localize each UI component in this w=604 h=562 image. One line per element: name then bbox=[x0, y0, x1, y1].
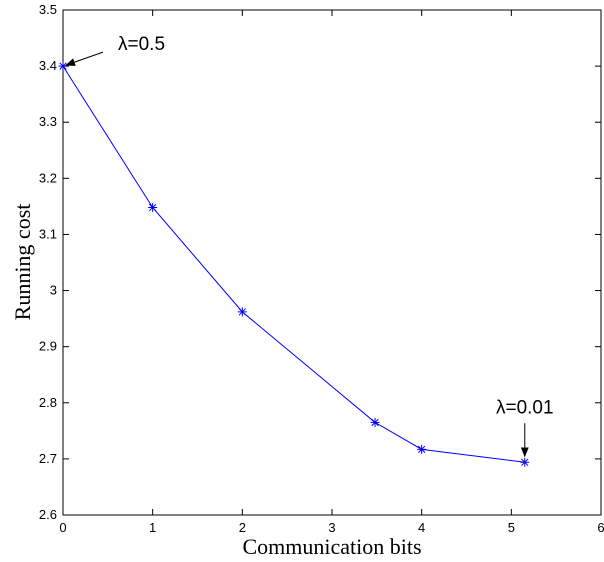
annotation-layer: λ=0.5 λ=0.01 bbox=[65, 34, 554, 458]
y-tick-label: 3.4 bbox=[39, 58, 57, 73]
x-axis-ticks: 0 1 2 3 4 5 6 bbox=[59, 10, 604, 535]
series-layer bbox=[58, 61, 530, 467]
x-tick-label: 0 bbox=[59, 520, 66, 535]
y-tick-label: 3 bbox=[50, 283, 57, 298]
x-axis-title: Communication bits bbox=[242, 534, 421, 559]
x-tick-label: 4 bbox=[418, 520, 425, 535]
y-tick-label: 2.6 bbox=[39, 507, 57, 522]
y-axis-ticks: 2.6 2.7 2.8 2.9 3 3.1 3.2 3.3 3.4 3.5 bbox=[39, 2, 601, 522]
y-tick-label: 3.2 bbox=[39, 170, 57, 185]
x-tick-label: 2 bbox=[239, 520, 246, 535]
x-tick-label: 1 bbox=[149, 520, 156, 535]
annotation-arrow bbox=[65, 51, 104, 66]
data-point-marker bbox=[520, 457, 530, 467]
y-tick-label: 2.8 bbox=[39, 395, 57, 410]
plot-area-frame bbox=[62, 9, 602, 516]
y-tick-label: 3.5 bbox=[39, 2, 57, 17]
data-point-marker bbox=[148, 203, 158, 213]
y-tick-label: 2.7 bbox=[39, 451, 57, 466]
y-axis-title: Running cost bbox=[10, 204, 35, 321]
y-tick-label: 3.3 bbox=[39, 114, 57, 129]
x-tick-label: 5 bbox=[508, 520, 515, 535]
data-point-marker bbox=[237, 307, 247, 317]
x-tick-label: 6 bbox=[597, 520, 604, 535]
data-point-marker bbox=[370, 417, 380, 427]
data-point-marker bbox=[58, 61, 68, 71]
series-line bbox=[62, 65, 525, 463]
annotation-label: λ=0.5 bbox=[118, 34, 165, 55]
y-tick-label: 3.1 bbox=[39, 226, 57, 241]
x-tick-label: 3 bbox=[328, 520, 335, 535]
annotation-label: λ=0.01 bbox=[496, 397, 554, 418]
y-tick-label: 2.9 bbox=[39, 339, 57, 354]
data-point-marker bbox=[417, 444, 427, 454]
